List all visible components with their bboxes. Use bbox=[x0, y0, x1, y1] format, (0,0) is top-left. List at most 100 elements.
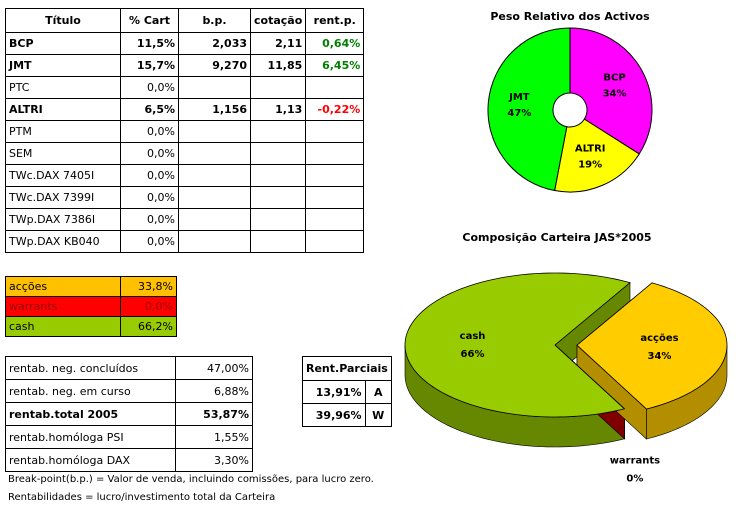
cell: Título bbox=[5, 8, 121, 33]
slice-label: cash bbox=[460, 331, 486, 342]
row: 39,96% W bbox=[302, 403, 392, 427]
cell: 39,96% bbox=[302, 403, 366, 427]
pie-slice bbox=[554, 344, 625, 410]
cell bbox=[178, 208, 251, 231]
cell: 0,0% bbox=[120, 186, 179, 209]
slice-value-label: 0% bbox=[626, 473, 643, 484]
row: TWp.DAX KB040 0,0% bbox=[5, 230, 365, 253]
cell bbox=[249, 120, 307, 143]
cell: 0,0% bbox=[120, 164, 179, 187]
cell bbox=[249, 164, 307, 187]
cell: 6,45% bbox=[305, 54, 365, 77]
cell: 2,11 bbox=[249, 32, 307, 55]
cell: % Cart bbox=[120, 8, 179, 33]
cell: cotação bbox=[249, 8, 307, 33]
chart-title: Composição Carteira JAS*2005 bbox=[462, 231, 651, 244]
slice-label: JMT bbox=[508, 92, 530, 103]
row: rentab.homóloga DAX 3,30% bbox=[5, 448, 253, 472]
cell: ALTRI bbox=[5, 98, 121, 121]
cell: 0,0% bbox=[120, 120, 179, 143]
cell: TWc.DAX 7405I bbox=[5, 164, 121, 187]
cell: 1,156 bbox=[178, 98, 251, 121]
row: TWc.DAX 7399I 0,0% bbox=[5, 186, 365, 209]
cell: rentab.homóloga DAX bbox=[5, 448, 176, 472]
cell: 33,8% bbox=[120, 276, 177, 297]
cell bbox=[249, 186, 307, 209]
row: BCP 11,5% 2,033 2,11 0,64% bbox=[5, 32, 365, 55]
cell: PTM bbox=[5, 120, 121, 143]
cell: 11,85 bbox=[249, 54, 307, 77]
cell bbox=[305, 208, 365, 231]
cell: 0,64% bbox=[305, 32, 365, 55]
cell: 2,033 bbox=[178, 32, 251, 55]
row: ALTRI 6,5% 1,156 1,13 -0,22% bbox=[5, 98, 365, 121]
slice-label: acções bbox=[640, 333, 678, 344]
row: cash 66,2% bbox=[5, 316, 177, 337]
slice-value-label: 19% bbox=[578, 160, 602, 171]
cell: 13,91% bbox=[302, 380, 366, 404]
slice-label: BCP bbox=[603, 73, 625, 84]
pie-slice bbox=[404, 272, 631, 418]
cell: A bbox=[364, 380, 392, 404]
cell bbox=[249, 142, 307, 165]
cell: 0,0% bbox=[120, 76, 179, 99]
slice-label: warrants bbox=[610, 455, 660, 466]
cell bbox=[249, 76, 307, 99]
row: rentab. neg. em curso 6,88% bbox=[5, 379, 253, 403]
cell: 9,270 bbox=[178, 54, 251, 77]
cell: acções bbox=[5, 276, 121, 297]
cell: Rent.Parciais bbox=[302, 356, 392, 381]
cell: 1,55% bbox=[175, 425, 253, 449]
cell bbox=[178, 142, 251, 165]
cell: rentab. neg. concluídos bbox=[5, 356, 176, 380]
cell: rentab.homóloga PSI bbox=[5, 425, 176, 449]
cell bbox=[178, 186, 251, 209]
cell bbox=[305, 230, 365, 253]
cell bbox=[178, 164, 251, 187]
cell: 0,0% bbox=[120, 296, 177, 317]
row: rentab. neg. concluídos 47,00% bbox=[5, 356, 253, 380]
cell bbox=[178, 76, 251, 99]
cell: 0,0% bbox=[120, 230, 179, 253]
cell: cash bbox=[5, 316, 121, 337]
cell: 66,2% bbox=[120, 316, 177, 337]
position-table: Título% Cart b.p. cotação rent.p. BCP 11,5% 2,… bbox=[5, 8, 365, 253]
row: PTC 0,0% bbox=[5, 76, 365, 99]
slice-value-label: 34% bbox=[603, 89, 627, 100]
note: Break-point(b.p.) = Valor de venda, incl… bbox=[8, 474, 374, 485]
row: rentab.total 2005 53,87% bbox=[5, 402, 253, 426]
cell: TWp.DAX 7386I bbox=[5, 208, 121, 231]
cell: 47,00% bbox=[175, 356, 253, 380]
pie-slice bbox=[487, 27, 571, 192]
cell: 6,88% bbox=[175, 379, 253, 403]
cell bbox=[178, 230, 251, 253]
cell: 1,13 bbox=[249, 98, 307, 121]
slice-value-label: 47% bbox=[507, 108, 531, 119]
cell: JMT bbox=[5, 54, 121, 77]
cell bbox=[305, 120, 365, 143]
row: acções 33,8% bbox=[5, 276, 177, 297]
row: PTM 0,0% bbox=[5, 120, 365, 143]
slice-value-label: 34% bbox=[648, 351, 672, 362]
cell bbox=[305, 186, 365, 209]
cell: rent.p. bbox=[305, 8, 365, 33]
slice-value-label: 66% bbox=[461, 349, 485, 360]
cell bbox=[249, 230, 307, 253]
cell: PTC bbox=[5, 76, 121, 99]
row: TWp.DAX 7386I 0,0% bbox=[5, 208, 365, 231]
row: Título% Cart b.p. cotação rent.p. bbox=[5, 8, 365, 33]
cell: TWc.DAX 7399I bbox=[5, 186, 121, 209]
row: rentab.homóloga PSI 1,55% bbox=[5, 425, 253, 449]
cell: SEM bbox=[5, 142, 121, 165]
row: Rent.Parciais bbox=[302, 356, 392, 381]
cell: W bbox=[364, 403, 392, 427]
row: TWc.DAX 7405I 0,0% bbox=[5, 164, 365, 187]
note: Rentabilidades = lucro/investimento tota… bbox=[8, 492, 276, 503]
cell: 3,30% bbox=[175, 448, 253, 472]
slice-label: ALTRI bbox=[575, 144, 606, 155]
cell: 15,7% bbox=[120, 54, 179, 77]
row: warrants 0,0% bbox=[5, 296, 177, 317]
partial-returns-table: Rent.Parciais 13,91% A 39,96% W bbox=[302, 356, 392, 427]
